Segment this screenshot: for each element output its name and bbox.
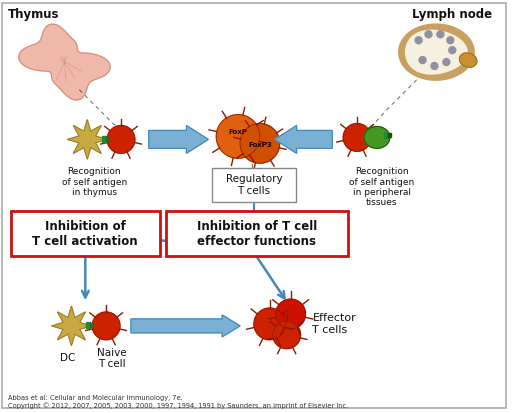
Circle shape <box>449 47 456 54</box>
Text: Recognition
of self antigen
in thymus: Recognition of self antigen in thymus <box>61 167 127 197</box>
FancyBboxPatch shape <box>166 211 348 256</box>
Circle shape <box>443 59 450 66</box>
Text: Inhibition of
T cell activation: Inhibition of T cell activation <box>32 220 138 248</box>
Polygon shape <box>240 123 280 163</box>
Circle shape <box>437 31 444 38</box>
Circle shape <box>415 37 422 44</box>
FancyBboxPatch shape <box>87 322 90 328</box>
Polygon shape <box>273 321 301 349</box>
FancyArrow shape <box>149 126 208 153</box>
Polygon shape <box>276 299 306 329</box>
FancyArrow shape <box>275 126 332 153</box>
Text: Abbas et al: Cellular and Molecular Immunology, 7e.
Copyright © 2012, 2007, 2005: Abbas et al: Cellular and Molecular Immu… <box>8 395 348 409</box>
Text: FoxP: FoxP <box>229 129 247 135</box>
Text: Lymph node: Lymph node <box>412 9 492 21</box>
Circle shape <box>431 62 438 69</box>
Text: DC: DC <box>60 353 75 363</box>
Polygon shape <box>254 308 286 340</box>
Polygon shape <box>216 115 260 158</box>
FancyBboxPatch shape <box>212 168 295 202</box>
Circle shape <box>447 37 454 44</box>
Text: Thymus: Thymus <box>8 9 59 21</box>
Polygon shape <box>399 24 474 80</box>
Text: FoxP3: FoxP3 <box>248 142 272 148</box>
Polygon shape <box>68 120 107 159</box>
FancyBboxPatch shape <box>11 211 160 256</box>
Text: Inhibition of T cell
effector functions: Inhibition of T cell effector functions <box>197 220 317 248</box>
FancyBboxPatch shape <box>90 323 93 327</box>
Circle shape <box>425 31 432 38</box>
Polygon shape <box>406 30 467 74</box>
Polygon shape <box>107 126 135 153</box>
FancyBboxPatch shape <box>384 133 388 138</box>
Ellipse shape <box>364 126 390 148</box>
Polygon shape <box>92 312 120 340</box>
FancyBboxPatch shape <box>106 138 109 141</box>
FancyBboxPatch shape <box>2 2 506 408</box>
Text: Recognition
of self antigen
in peripheral
tissues: Recognition of self antigen in periphera… <box>349 167 415 207</box>
Polygon shape <box>19 24 110 100</box>
FancyArrow shape <box>131 315 240 337</box>
FancyBboxPatch shape <box>102 136 106 142</box>
Ellipse shape <box>459 53 477 67</box>
Polygon shape <box>52 306 91 346</box>
Polygon shape <box>343 123 371 151</box>
FancyBboxPatch shape <box>388 133 391 138</box>
Text: Regulatory
T cells: Regulatory T cells <box>226 174 282 196</box>
Circle shape <box>419 57 426 64</box>
Text: Effector
T cells: Effector T cells <box>312 313 356 335</box>
Text: Naive
T cell: Naive T cell <box>97 348 127 369</box>
